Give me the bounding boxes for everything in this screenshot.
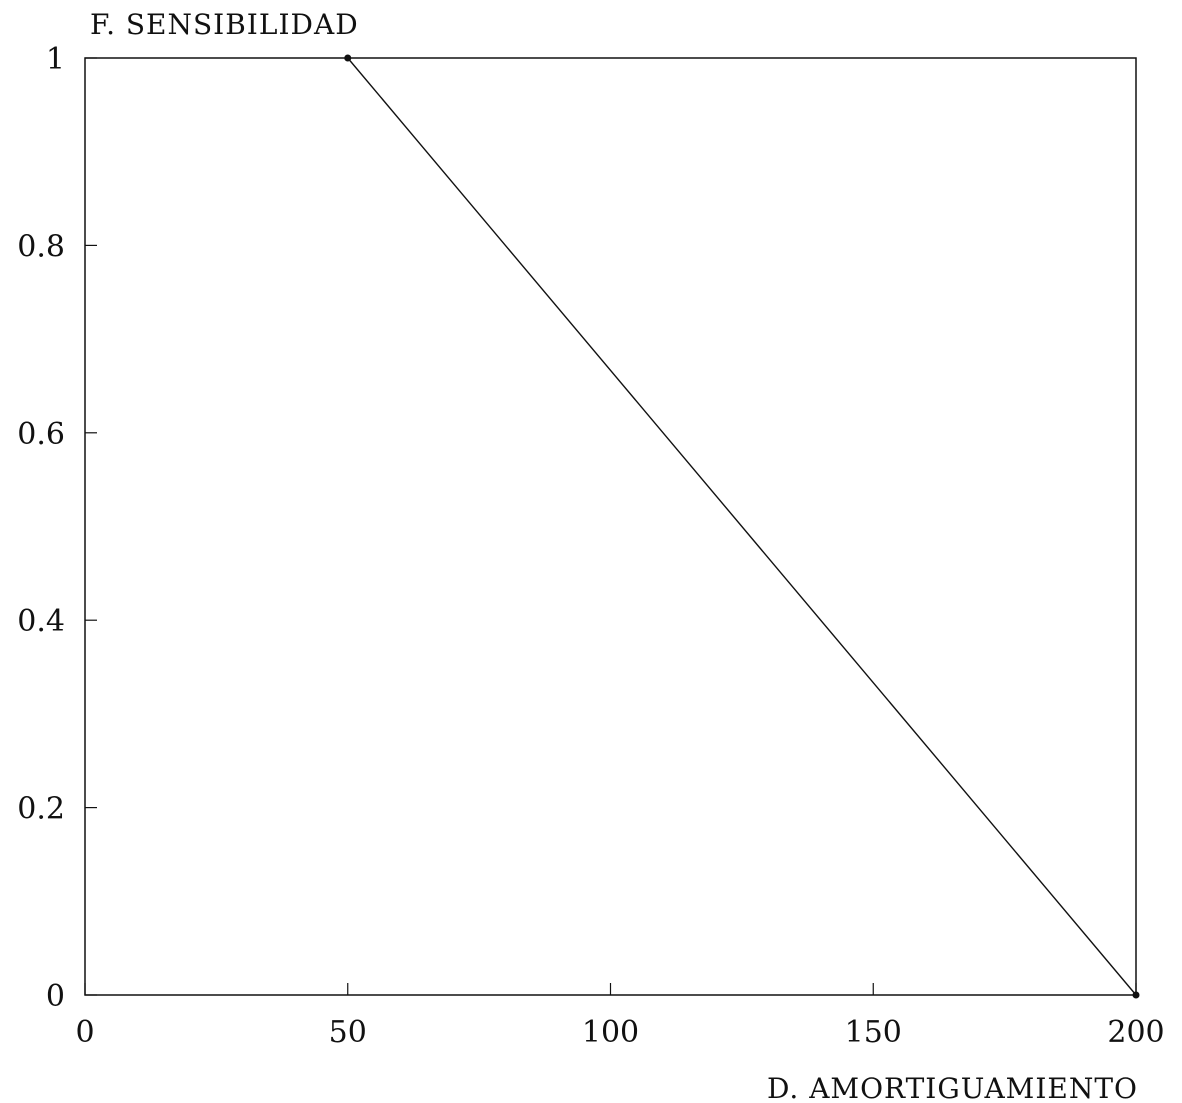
data-point	[344, 54, 352, 62]
series-layer	[344, 54, 1140, 999]
x-tick-label: 150	[845, 1015, 902, 1050]
x-ticks: 0 50 100 150 200	[75, 983, 1165, 1050]
y-tick-label: 0.4	[17, 604, 65, 639]
x-tick-label: 100	[582, 1015, 639, 1050]
y-tick-label: 0	[46, 979, 65, 1014]
y-axis-label: F. SENSIBILIDAD	[90, 8, 359, 41]
x-axis-label: D. AMORTIGUAMIENTO	[767, 1072, 1138, 1103]
y-tick-label: 0.6	[17, 417, 65, 452]
y-tick-label: 1	[46, 42, 65, 77]
x-tick-label: 0	[75, 1015, 94, 1050]
series-line	[347, 57, 1137, 996]
y-ticks: 0 0.2 0.4 0.6 0.8 1	[17, 42, 97, 1014]
plot-frame	[84, 57, 1137, 996]
x-tick-label: 200	[1107, 1015, 1164, 1050]
y-tick-label: 0.2	[17, 792, 65, 827]
x-tick-label: 50	[329, 1015, 367, 1050]
data-point	[1132, 991, 1140, 999]
y-tick-label: 0.8	[17, 229, 65, 264]
